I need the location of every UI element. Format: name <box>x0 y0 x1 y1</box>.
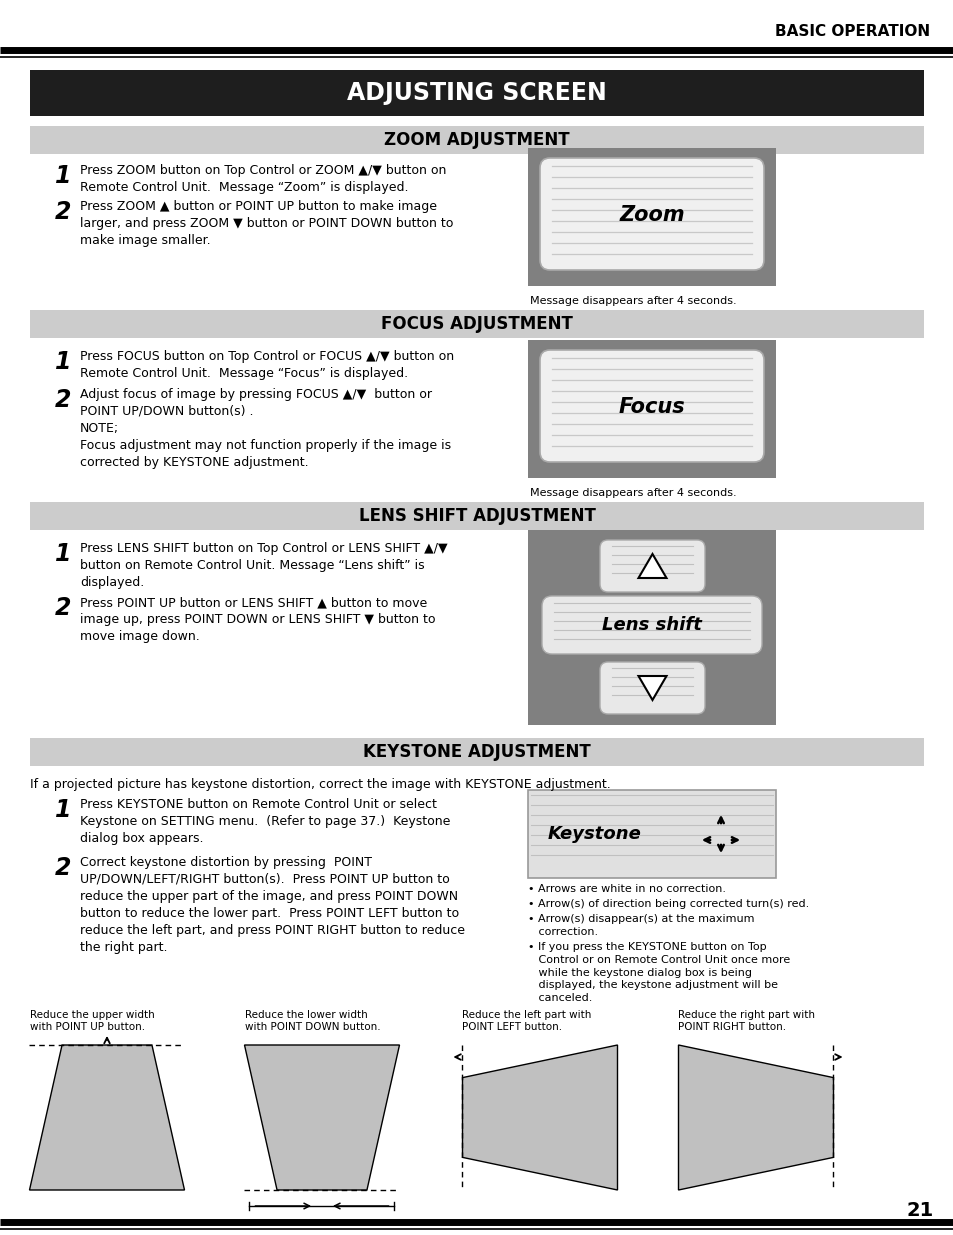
Text: 1: 1 <box>55 798 71 823</box>
Text: Press LENS SHIFT button on Top Control or LENS SHIFT ▲/▼
button on Remote Contro: Press LENS SHIFT button on Top Control o… <box>80 542 447 589</box>
Text: FOCUS ADJUSTMENT: FOCUS ADJUSTMENT <box>380 315 573 333</box>
Text: Press ZOOM ▲ button or POINT UP button to make image
larger, and press ZOOM ▼ bu: Press ZOOM ▲ button or POINT UP button t… <box>80 200 453 247</box>
Text: Reduce the left part with
POINT LEFT button.: Reduce the left part with POINT LEFT but… <box>461 1010 591 1032</box>
Text: Press POINT UP button or LENS SHIFT ▲ button to move
image up, press POINT DOWN : Press POINT UP button or LENS SHIFT ▲ bu… <box>80 597 435 643</box>
FancyBboxPatch shape <box>599 540 704 592</box>
Bar <box>30 310 923 338</box>
FancyBboxPatch shape <box>599 662 704 714</box>
Text: NOTE;
Focus adjustment may not function properly if the image is
corrected by KE: NOTE; Focus adjustment may not function … <box>80 422 451 469</box>
Bar <box>30 501 923 530</box>
Text: ADJUSTING SCREEN: ADJUSTING SCREEN <box>347 82 606 105</box>
Bar <box>527 148 775 287</box>
Text: 1: 1 <box>55 350 71 374</box>
Text: 1: 1 <box>55 164 71 188</box>
Text: Reduce the right part with
POINT RIGHT button.: Reduce the right part with POINT RIGHT b… <box>678 1010 814 1032</box>
Text: • Arrow(s) of direction being corrected turn(s) red.: • Arrow(s) of direction being corrected … <box>527 899 808 909</box>
Text: Press ZOOM button on Top Control or ZOOM ▲/▼ button on
Remote Control Unit.  Mes: Press ZOOM button on Top Control or ZOOM… <box>80 164 446 194</box>
Text: 2: 2 <box>55 200 71 224</box>
Text: 1: 1 <box>55 542 71 566</box>
Text: Zoom: Zoom <box>618 205 684 225</box>
Text: • Arrows are white in no correction.: • Arrows are white in no correction. <box>527 884 725 894</box>
Text: 2: 2 <box>55 388 71 412</box>
Text: Press FOCUS button on Top Control or FOCUS ▲/▼ button on
Remote Control Unit.  M: Press FOCUS button on Top Control or FOC… <box>80 350 454 380</box>
Text: 2: 2 <box>55 597 71 620</box>
Text: Focus: Focus <box>618 396 684 417</box>
Text: KEYSTONE ADJUSTMENT: KEYSTONE ADJUSTMENT <box>363 743 590 761</box>
Text: Reduce the upper width
with POINT UP button.: Reduce the upper width with POINT UP but… <box>30 1010 154 1032</box>
Text: 2: 2 <box>55 856 71 881</box>
Bar <box>30 70 923 116</box>
Text: BASIC OPERATION: BASIC OPERATION <box>774 25 929 40</box>
Text: Message disappears after 4 seconds.: Message disappears after 4 seconds. <box>530 296 736 306</box>
Text: LENS SHIFT ADJUSTMENT: LENS SHIFT ADJUSTMENT <box>358 508 595 525</box>
Text: If a projected picture has keystone distortion, correct the image with KEYSTONE : If a projected picture has keystone dist… <box>30 778 610 790</box>
Text: ZOOM ADJUSTMENT: ZOOM ADJUSTMENT <box>384 131 569 149</box>
Text: Adjust focus of image by pressing FOCUS ▲/▼  button or
POINT UP/DOWN button(s) .: Adjust focus of image by pressing FOCUS … <box>80 388 432 417</box>
Polygon shape <box>244 1045 399 1191</box>
Polygon shape <box>678 1045 833 1191</box>
Polygon shape <box>30 1045 184 1191</box>
Polygon shape <box>638 555 666 578</box>
Text: Lens shift: Lens shift <box>601 616 701 634</box>
Polygon shape <box>462 1045 617 1191</box>
Text: Reduce the lower width
with POINT DOWN button.: Reduce the lower width with POINT DOWN b… <box>245 1010 380 1032</box>
Bar <box>527 340 775 478</box>
Text: Press KEYSTONE button on Remote Control Unit or select
Keystone on SETTING menu.: Press KEYSTONE button on Remote Control … <box>80 798 450 845</box>
Text: Message disappears after 4 seconds.: Message disappears after 4 seconds. <box>530 488 736 498</box>
Text: 21: 21 <box>905 1200 933 1219</box>
Bar <box>30 739 923 766</box>
Text: Correct keystone distortion by pressing  POINT
UP/DOWN/LEFT/RIGHT button(s).  Pr: Correct keystone distortion by pressing … <box>80 856 464 953</box>
Text: Keystone: Keystone <box>547 825 641 844</box>
Polygon shape <box>638 676 666 700</box>
Text: • Arrow(s) disappear(s) at the maximum
   correction.: • Arrow(s) disappear(s) at the maximum c… <box>527 914 754 937</box>
Bar <box>527 790 775 878</box>
Text: • If you press the KEYSTONE button on Top
   Control or on Remote Control Unit o: • If you press the KEYSTONE button on To… <box>527 942 789 1003</box>
FancyBboxPatch shape <box>539 350 763 462</box>
Bar <box>527 530 775 725</box>
Bar <box>30 126 923 154</box>
FancyBboxPatch shape <box>539 158 763 270</box>
FancyBboxPatch shape <box>541 597 761 655</box>
